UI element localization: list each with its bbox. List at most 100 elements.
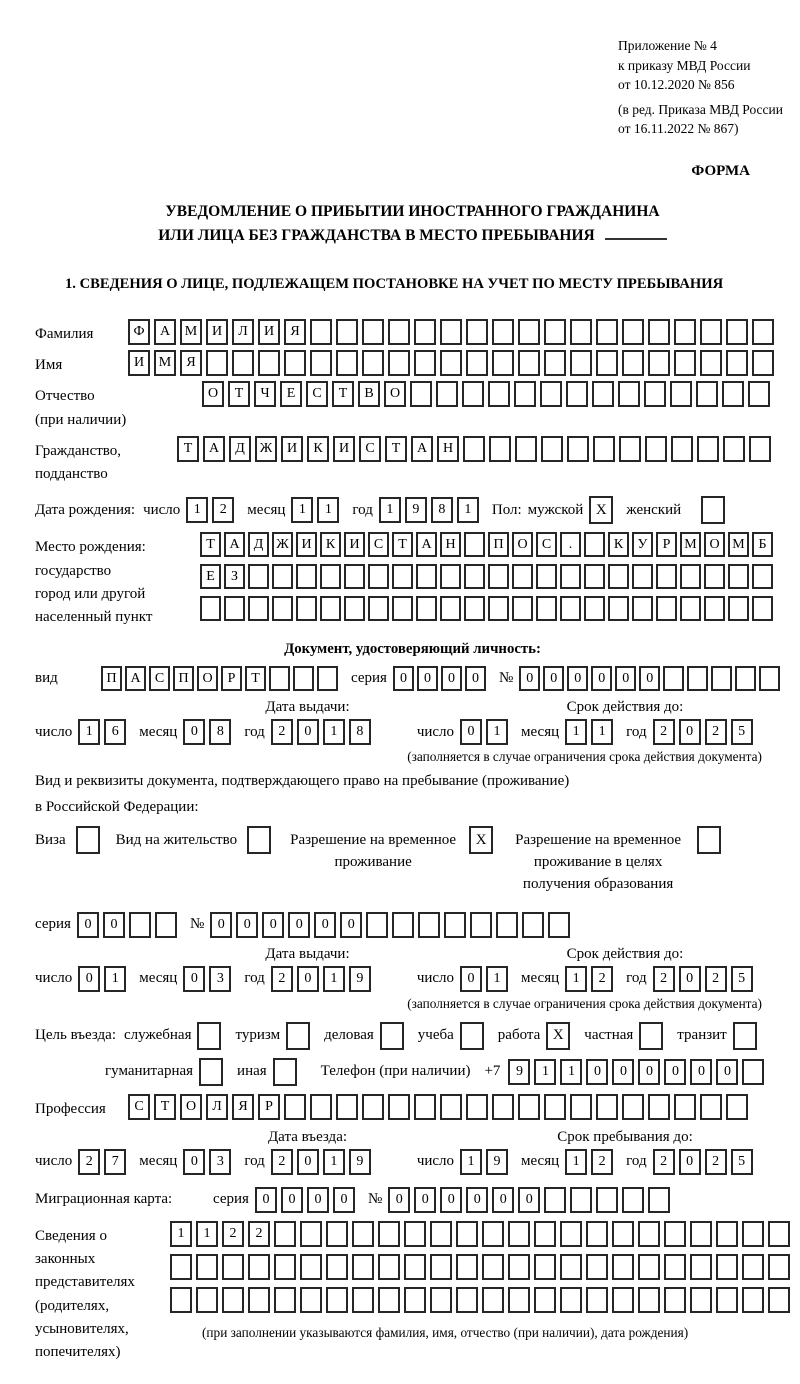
char-cell[interactable] xyxy=(674,1093,696,1120)
char-cell[interactable] xyxy=(508,1286,530,1313)
char-cell[interactable] xyxy=(622,350,644,377)
char-cell[interactable]: А xyxy=(416,532,437,558)
char-cell[interactable] xyxy=(482,1253,504,1280)
female-checkbox[interactable] xyxy=(701,496,726,525)
char-cell[interactable] xyxy=(671,435,693,462)
char-cell[interactable] xyxy=(362,350,384,377)
char-cell[interactable]: 1 xyxy=(486,965,509,992)
char-cell[interactable]: 0 xyxy=(612,1058,635,1085)
char-cell[interactable] xyxy=(462,381,484,408)
char-cell[interactable]: И xyxy=(344,532,365,558)
char-cell[interactable] xyxy=(310,350,332,377)
char-cell[interactable] xyxy=(222,1286,244,1313)
char-cell[interactable]: 9 xyxy=(404,497,427,524)
char-cell[interactable] xyxy=(206,350,228,377)
char-cell[interactable] xyxy=(310,1093,332,1120)
char-cell[interactable]: 8 xyxy=(348,719,371,746)
char-cell[interactable] xyxy=(674,318,696,345)
char-cell[interactable] xyxy=(440,564,461,590)
char-cell[interactable] xyxy=(723,435,745,462)
char-cell[interactable]: 9 xyxy=(508,1058,531,1085)
char-cell[interactable]: 1 xyxy=(534,1058,557,1085)
purpose-official-checkbox[interactable] xyxy=(197,1021,222,1050)
char-cell[interactable]: 0 xyxy=(716,1058,739,1085)
char-cell[interactable] xyxy=(154,911,177,938)
char-cell[interactable] xyxy=(544,1186,567,1213)
char-cell[interactable]: 2 xyxy=(270,719,293,746)
char-cell[interactable] xyxy=(566,381,588,408)
char-cell[interactable] xyxy=(534,1220,556,1247)
char-cell[interactable]: Т xyxy=(154,1093,176,1120)
char-cell[interactable] xyxy=(430,1253,452,1280)
char-cell[interactable] xyxy=(464,532,485,558)
char-cell[interactable]: 2 xyxy=(652,719,675,746)
char-cell[interactable] xyxy=(430,1286,452,1313)
char-cell[interactable]: К xyxy=(608,532,629,558)
char-cell[interactable] xyxy=(320,596,341,622)
char-cell[interactable] xyxy=(492,350,514,377)
char-cell[interactable] xyxy=(488,564,509,590)
char-cell[interactable]: О xyxy=(202,381,224,408)
char-cell[interactable]: 1 xyxy=(560,1058,583,1085)
char-cell[interactable] xyxy=(488,381,510,408)
char-cell[interactable] xyxy=(170,1253,192,1280)
char-cell[interactable] xyxy=(690,1220,712,1247)
char-cell[interactable]: О xyxy=(197,666,218,692)
char-cell[interactable] xyxy=(768,1220,790,1247)
char-cell[interactable] xyxy=(726,1093,748,1120)
char-cell[interactable]: М xyxy=(680,532,701,558)
char-cell[interactable] xyxy=(440,318,462,345)
char-cell[interactable]: 2 xyxy=(248,1220,270,1247)
char-cell[interactable]: М xyxy=(154,350,176,377)
char-cell[interactable] xyxy=(648,350,670,377)
purpose-humanitarian-checkbox[interactable] xyxy=(199,1057,224,1086)
char-cell[interactable] xyxy=(645,435,667,462)
char-cell[interactable] xyxy=(638,1286,660,1313)
char-cell[interactable]: 3 xyxy=(209,1148,232,1175)
char-cell[interactable] xyxy=(466,318,488,345)
char-cell[interactable] xyxy=(570,318,592,345)
char-cell[interactable]: 7 xyxy=(104,1148,127,1175)
char-cell[interactable] xyxy=(592,381,614,408)
char-cell[interactable] xyxy=(560,1220,582,1247)
purpose-study-checkbox[interactable] xyxy=(459,1021,484,1050)
char-cell[interactable]: . xyxy=(560,532,581,558)
char-cell[interactable]: 0 xyxy=(440,666,462,692)
char-cell[interactable]: С xyxy=(368,532,389,558)
char-cell[interactable]: С xyxy=(536,532,557,558)
char-cell[interactable] xyxy=(482,1286,504,1313)
char-cell[interactable] xyxy=(222,1253,244,1280)
char-cell[interactable]: 0 xyxy=(288,911,311,938)
char-cell[interactable] xyxy=(648,318,670,345)
char-cell[interactable] xyxy=(768,1253,790,1280)
char-cell[interactable]: 0 xyxy=(664,1058,687,1085)
char-cell[interactable] xyxy=(352,1253,374,1280)
char-cell[interactable]: 0 xyxy=(306,1186,329,1213)
char-cell[interactable] xyxy=(456,1253,478,1280)
char-cell[interactable] xyxy=(728,564,749,590)
char-cell[interactable] xyxy=(326,1286,348,1313)
char-cell[interactable]: 0 xyxy=(76,911,99,938)
char-cell[interactable] xyxy=(300,1286,322,1313)
char-cell[interactable]: 0 xyxy=(460,965,483,992)
char-cell[interactable] xyxy=(326,1220,348,1247)
char-cell[interactable] xyxy=(596,1186,619,1213)
edu-permit-checkbox[interactable] xyxy=(697,826,722,855)
char-cell[interactable] xyxy=(536,596,557,622)
char-cell[interactable] xyxy=(560,1253,582,1280)
char-cell[interactable]: 0 xyxy=(296,965,319,992)
char-cell[interactable] xyxy=(752,350,774,377)
char-cell[interactable]: 1 xyxy=(322,1148,345,1175)
char-cell[interactable] xyxy=(392,911,415,938)
char-cell[interactable] xyxy=(742,1220,764,1247)
char-cell[interactable] xyxy=(470,911,493,938)
char-cell[interactable] xyxy=(656,596,677,622)
char-cell[interactable] xyxy=(489,435,511,462)
char-cell[interactable]: 0 xyxy=(460,719,483,746)
char-cell[interactable]: 9 xyxy=(348,965,371,992)
char-cell[interactable]: 8 xyxy=(430,497,453,524)
char-cell[interactable]: Т xyxy=(392,532,413,558)
purpose-transit-checkbox[interactable] xyxy=(732,1021,757,1050)
char-cell[interactable] xyxy=(700,318,722,345)
char-cell[interactable] xyxy=(336,1093,358,1120)
